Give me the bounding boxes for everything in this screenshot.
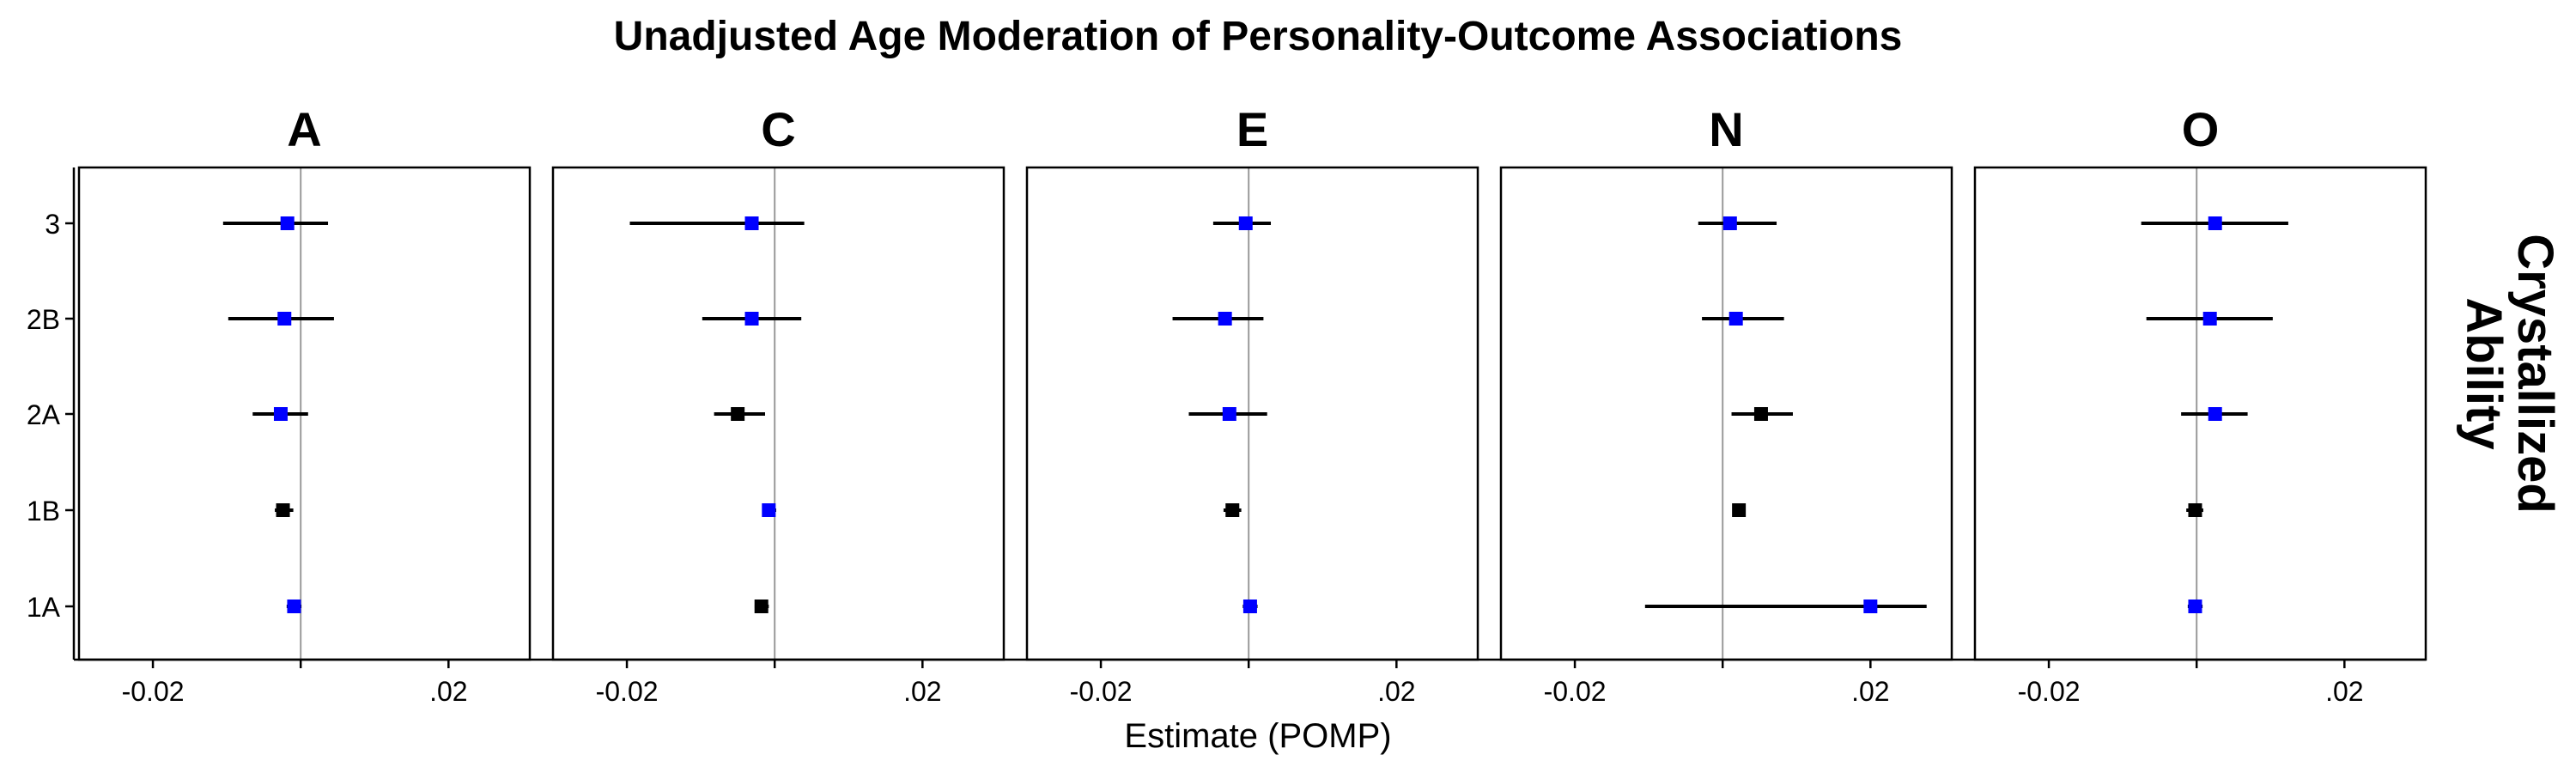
panel-title-o: O: [2182, 102, 2220, 156]
y-tick-label-2a: 2A: [27, 399, 61, 430]
facet-panels: A -0.02 .02 C -0.02 .02 E -0.02 .02 N -0.02 .02 O -0.…: [79, 102, 2426, 707]
panel-title-n: N: [1709, 102, 1743, 156]
point-estimate-a-3: [281, 216, 295, 230]
x-tick-label: .02: [1851, 676, 1889, 707]
point-estimate-o-1a: [2188, 600, 2202, 613]
x-tick-label: -0.02: [596, 676, 659, 707]
point-estimate-a-2b: [277, 312, 291, 326]
point-estimate-n-2a: [1754, 407, 1768, 421]
x-axis-label: Estimate (POMP): [1124, 717, 1391, 755]
point-estimate-c-2b: [745, 312, 759, 326]
point-estimate-a-1b: [276, 503, 290, 517]
x-tick-label: .02: [429, 676, 467, 707]
x-tick-label: -0.02: [1544, 676, 1607, 707]
point-estimate-o-3: [2208, 216, 2222, 230]
point-estimate-e-1a: [1243, 600, 1257, 613]
point-estimate-e-2a: [1223, 407, 1236, 421]
panel-title-c: C: [761, 102, 795, 156]
facet-strip-label: CrystallizedAbility: [2456, 234, 2563, 514]
panel-c: C -0.02 .02: [553, 102, 1004, 707]
x-tick-label: .02: [903, 676, 941, 707]
x-tick-label: -0.02: [2018, 676, 2081, 707]
x-tick-label: .02: [2325, 676, 2363, 707]
point-estimate-c-3: [745, 216, 759, 230]
panel-title-a: A: [287, 102, 321, 156]
panel-title-e: E: [1236, 102, 1268, 156]
point-estimate-n-1a: [1863, 600, 1877, 613]
panel-n: N -0.02 .02: [1501, 102, 1952, 707]
point-estimate-e-1b: [1225, 503, 1239, 517]
y-tick-label-1b: 1B: [27, 496, 60, 526]
point-estimate-o-1b: [2188, 503, 2202, 517]
point-estimate-e-3: [1239, 216, 1253, 230]
x-tick-label: -0.02: [122, 676, 185, 707]
point-estimate-n-1b: [1732, 503, 1746, 517]
panel-o: O -0.02 .02: [1975, 102, 2426, 707]
panel-frame: [1501, 167, 1952, 660]
point-estimate-a-1a: [287, 600, 301, 613]
strip-label-text: CrystallizedAbility: [2456, 234, 2563, 514]
panel-e: E -0.02 .02: [1027, 102, 1478, 707]
y-tick-label-3: 3: [45, 209, 60, 240]
point-estimate-a-2a: [274, 407, 288, 421]
x-tick-label: .02: [1377, 676, 1415, 707]
point-estimate-c-1b: [762, 503, 775, 517]
panel-a: A -0.02 .02: [79, 102, 530, 707]
point-estimate-o-2b: [2203, 312, 2217, 326]
point-estimate-c-2a: [731, 407, 744, 421]
point-estimate-e-2b: [1218, 312, 1232, 326]
point-estimate-n-3: [1723, 216, 1737, 230]
y-tick-label-2b: 2B: [27, 304, 60, 335]
point-estimate-o-2a: [2208, 407, 2222, 421]
point-estimate-n-2b: [1729, 312, 1743, 326]
x-tick-label: -0.02: [1070, 676, 1133, 707]
chart-title: Unadjusted Age Moderation of Personality…: [614, 14, 1903, 59]
panel-frame: [553, 167, 1004, 660]
point-estimate-c-1a: [755, 600, 769, 613]
y-tick-label-1a: 1A: [27, 592, 61, 623]
